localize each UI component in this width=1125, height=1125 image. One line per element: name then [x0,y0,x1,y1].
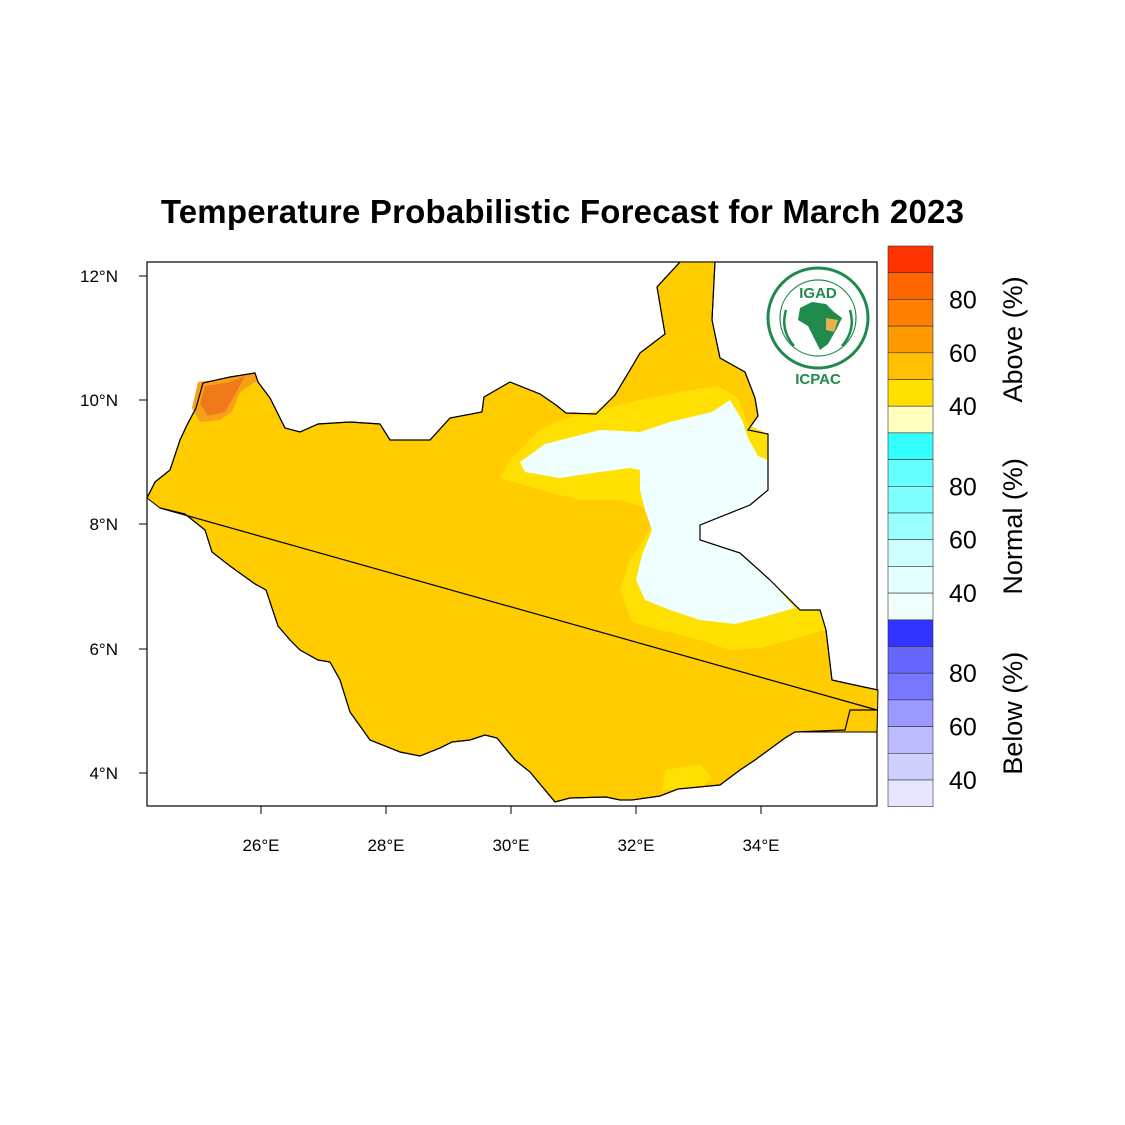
lon-label: 32°E [617,836,654,855]
legend-swatch [887,619,934,647]
lon-label: 34°E [742,836,779,855]
legend-swatch [887,459,934,487]
logo-igad-text: IGAD [799,285,837,302]
lat-axis: 12°N 10°N 8°N 6°N 4°N [80,267,147,783]
lat-label: 8°N [89,515,118,534]
lon-label: 26°E [242,836,279,855]
legend-swatch [887,379,934,407]
legend-swatch [887,512,934,541]
lat-label: 10°N [80,391,118,410]
legend-tick-label: 60 [949,340,977,368]
legend-tick-label: 80 [949,660,977,688]
legend-tick-label: 40 [949,580,977,608]
legend-swatch [887,352,934,380]
legend-swatch [887,245,934,274]
legend-swatch [887,672,934,701]
country-border [146,261,879,803]
legend-swatch [887,752,934,781]
legend-tick-label: 40 [949,767,977,795]
legend-swatch [887,272,934,300]
region-normal [520,400,795,624]
lon-axis: 26°E 28°E 30°E 32°E 34°E [242,806,780,855]
region-above-50-south [662,764,712,790]
logo-icpac-text: ICPAC [795,371,841,388]
legend-swatch [887,779,934,808]
legend-swatch [887,299,934,327]
map-title: Temperature Probabilistic Forecast for M… [160,193,965,230]
legend-tick-label: 60 [949,527,977,555]
lon-label: 30°E [492,836,529,855]
legend-swatch [887,405,934,434]
region-above-70-nw [200,376,245,416]
legend-category-label: Normal (%) [998,458,1028,595]
legend-tick-label: 60 [949,714,977,742]
lon-label: 28°E [367,836,404,855]
legend-swatch [887,539,934,567]
legend-swatch [887,726,934,754]
legend-tick-label: 80 [949,473,977,501]
igad-icpac-logo: IGAD ICPAC [766,266,870,388]
legend-tick-label: 40 [949,393,977,421]
lat-label: 12°N [80,267,118,286]
legend-swatch [887,485,934,514]
legend-category-label: Above (%) [998,276,1028,402]
legend-swatch [887,699,934,727]
africa-map-icon [798,302,842,350]
lat-label: 4°N [89,764,118,783]
legend-colorbar: 80 60 40 Above (%) 80 60 40 Normal (%) 80 60 40 Bel… [887,245,1028,808]
legend-tick-label: 80 [949,286,977,314]
legend-swatch [887,566,934,594]
legend-swatch [887,432,934,460]
legend-swatch [887,592,934,621]
legend-swatch [887,325,934,354]
legend-category-label: Below (%) [998,652,1028,775]
lat-label: 6°N [89,640,118,659]
legend-swatch [887,646,934,674]
